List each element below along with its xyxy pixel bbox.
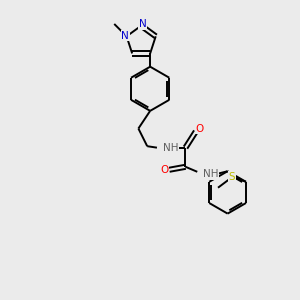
- Text: O: O: [160, 165, 168, 175]
- Text: NH: NH: [164, 143, 179, 153]
- Text: S: S: [229, 172, 236, 182]
- Text: O: O: [195, 124, 203, 134]
- Text: NH: NH: [202, 169, 218, 179]
- Text: N: N: [139, 19, 146, 29]
- Text: N: N: [121, 31, 129, 41]
